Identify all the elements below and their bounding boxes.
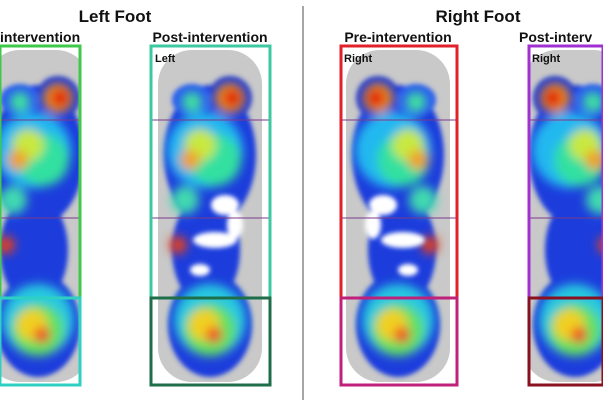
pressure-maps [0, 44, 603, 387]
heat-blob [51, 89, 69, 107]
heat-blob [223, 89, 241, 107]
white-patch [381, 232, 425, 248]
white-patch [369, 195, 397, 215]
heat-blob [406, 92, 426, 112]
foot-panel [341, 50, 457, 382]
heat-blob [571, 327, 587, 343]
heat-blob [0, 236, 15, 254]
heat-blob [409, 186, 437, 214]
white-patch [190, 264, 210, 276]
foot-panel [151, 50, 270, 382]
panel-label: Post-interv [519, 29, 592, 45]
heat-blob [394, 327, 410, 343]
white-patch [365, 211, 381, 239]
heat-blob [0, 186, 27, 214]
heat-blob [10, 92, 30, 112]
panel-frame-bottom [527, 296, 603, 387]
heat-blob [171, 186, 199, 214]
white-patch [193, 232, 237, 248]
heat-blob [367, 89, 385, 107]
foot-panel [529, 50, 603, 382]
heat-blob [180, 150, 200, 170]
foot-label: Right [532, 53, 560, 65]
heat-blob [169, 236, 187, 254]
foot-label: Right [344, 53, 372, 65]
low-pressure [365, 195, 425, 276]
panel-label: Pre-intervention [344, 29, 451, 45]
heat [355, 83, 439, 356]
heat-blob [408, 150, 428, 170]
heat-blob [585, 150, 603, 170]
foot-panel [0, 50, 80, 382]
panel-label: intervention [0, 29, 80, 45]
foot-label: Left [155, 53, 176, 65]
heat-blob [182, 92, 202, 112]
panel-frame-bottom [0, 296, 82, 387]
heat-blob [421, 236, 439, 254]
heat [532, 83, 603, 356]
panel-frame-bottom [149, 296, 272, 387]
heat-blob [206, 327, 222, 343]
heat-blob [34, 327, 50, 343]
heat-blob [544, 89, 562, 107]
panel-frame-bottom [339, 296, 459, 387]
heat-blob [8, 150, 28, 170]
right-title: Right Foot [436, 7, 521, 26]
heat-blob [583, 92, 603, 112]
left-title: Left Foot [79, 7, 152, 26]
white-patch [398, 264, 418, 276]
white-patch [211, 195, 239, 215]
panel-label: Post-intervention [152, 29, 267, 45]
heat [167, 83, 246, 356]
white-patch [227, 211, 243, 239]
heat [0, 83, 74, 356]
heat-blob [586, 186, 603, 214]
